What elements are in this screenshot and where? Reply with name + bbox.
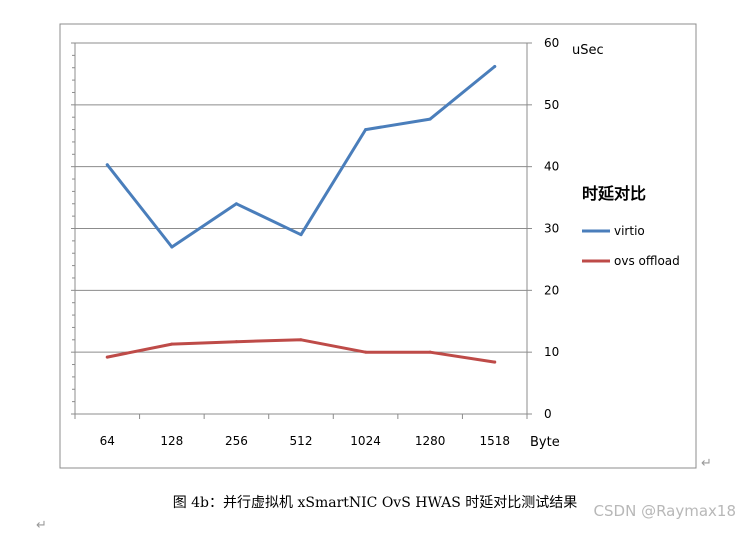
legend: virtio ovs offload	[582, 224, 680, 268]
y-tick-label: 30	[544, 222, 559, 236]
y-tick-label: 50	[544, 98, 559, 112]
data-point	[364, 128, 368, 132]
x-tick-label: 512	[290, 434, 313, 448]
data-point	[493, 360, 497, 364]
series-lines	[105, 64, 497, 364]
data-point	[493, 64, 497, 68]
data-point	[170, 245, 174, 249]
data-point	[105, 355, 109, 359]
gridlines	[75, 42, 527, 353]
x-tick-label: 1280	[415, 434, 446, 448]
x-tick-label: 1024	[350, 434, 381, 448]
data-point	[428, 350, 432, 354]
figure-caption: 图 4b：并行虚拟机 xSmartNIC OvS HWAS 时延对比测试结果	[172, 495, 578, 511]
paragraph-mark-icon: ↵	[36, 518, 47, 533]
x-tick-label: 128	[160, 434, 183, 448]
data-point	[105, 163, 109, 167]
chart-title: 时延对比	[582, 184, 646, 203]
x-tick-label: 64	[100, 434, 115, 448]
y-axis-title: uSec	[572, 43, 604, 58]
data-point	[170, 342, 174, 346]
y-tick-label: 10	[544, 345, 559, 359]
data-point	[234, 340, 238, 344]
data-point	[299, 233, 303, 237]
data-point	[428, 117, 432, 121]
y-tick-label: 0	[544, 407, 552, 421]
legend-label: ovs offload	[614, 254, 680, 268]
data-point	[299, 338, 303, 342]
x-tick-label: 1518	[479, 434, 510, 448]
x-tick-label: 256	[225, 434, 248, 448]
data-point	[364, 350, 368, 354]
y-tick-label: 20	[544, 283, 559, 297]
x-axis-title: Byte	[530, 435, 560, 450]
legend-label: virtio	[614, 224, 645, 238]
chart-frame	[59, 23, 697, 469]
y-tick-label: 60	[544, 36, 559, 50]
data-point	[234, 202, 238, 206]
paragraph-mark-icon: ↵	[701, 456, 712, 471]
y-tick-label: 40	[544, 160, 559, 174]
axes: 0 10 20 30 40 50 60 64 128 256 512 1024 1280 1518	[71, 36, 559, 448]
watermark: CSDN @Raymax18	[593, 502, 736, 520]
